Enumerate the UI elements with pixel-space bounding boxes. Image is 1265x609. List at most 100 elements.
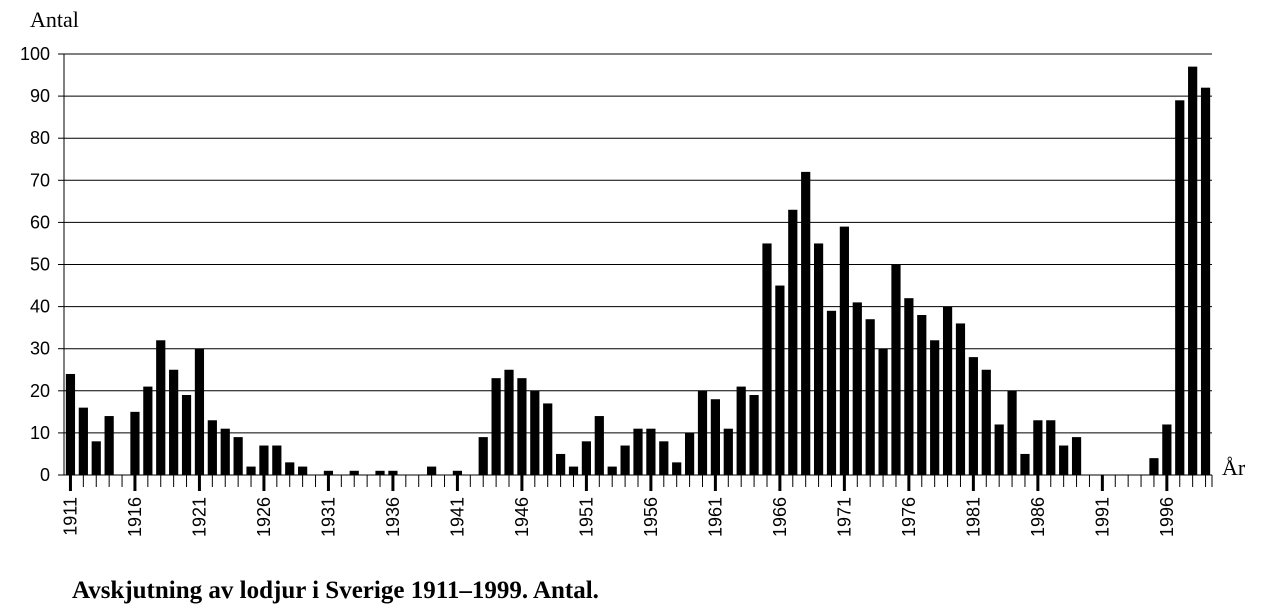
chart-title: Avskjutning av lodjur i Sverige 1911–199… — [72, 577, 599, 604]
bar — [91, 441, 101, 475]
bar — [930, 340, 940, 475]
y-tick-label: 50 — [30, 255, 50, 275]
bar — [169, 369, 179, 475]
bar — [156, 340, 166, 475]
bar — [813, 243, 824, 475]
bar — [104, 416, 114, 475]
x-tick-label: 1941 — [447, 497, 467, 537]
bar — [78, 407, 88, 475]
bar — [272, 445, 282, 475]
y-tick-label: 0 — [40, 465, 50, 485]
x-tick-label: 1946 — [512, 497, 532, 537]
bar — [865, 319, 875, 475]
x-tick-label: 1916 — [125, 497, 145, 537]
bar — [878, 348, 888, 475]
bar — [594, 416, 604, 475]
bar — [207, 420, 217, 475]
bar — [1188, 66, 1198, 475]
y-tick-label: 40 — [30, 297, 50, 317]
bar — [298, 466, 308, 475]
bar — [530, 390, 540, 475]
bar — [491, 378, 501, 475]
bar — [942, 306, 953, 475]
y-tick-label: 80 — [30, 128, 50, 148]
bar — [1175, 100, 1185, 475]
bar — [568, 466, 579, 475]
bar — [504, 369, 514, 475]
bar — [697, 390, 708, 475]
x-tick-label: 1921 — [189, 497, 209, 537]
x-tick-label: 1911 — [60, 497, 80, 536]
bar — [955, 323, 966, 475]
bar — [259, 445, 269, 475]
y-tick-label: 90 — [30, 86, 50, 106]
bar — [646, 428, 656, 475]
x-tick-label: 1976 — [899, 497, 919, 537]
bar — [1071, 437, 1082, 475]
x-tick-label: 1931 — [318, 497, 338, 537]
bar — [375, 470, 385, 475]
bar — [968, 357, 978, 475]
bar — [556, 453, 566, 475]
x-tick-label: 1971 — [834, 497, 854, 537]
bar — [826, 310, 837, 475]
bar — [388, 470, 398, 475]
bar — [543, 403, 553, 475]
bar — [684, 432, 695, 475]
bar — [233, 437, 243, 475]
bar — [788, 209, 798, 475]
bar — [749, 395, 759, 475]
x-tick-label: 1966 — [770, 497, 790, 537]
x-axis-label: År — [1222, 455, 1246, 480]
y-tick-label: 70 — [30, 170, 50, 190]
y-tick-label: 10 — [30, 423, 50, 443]
bar — [710, 399, 720, 475]
bar — [246, 466, 256, 475]
y-tick-label: 30 — [30, 339, 50, 359]
bar — [917, 315, 927, 475]
bar — [1033, 420, 1043, 475]
bar — [762, 243, 772, 475]
bar — [852, 302, 862, 475]
x-tick-label: 1986 — [1028, 497, 1048, 537]
bar — [801, 171, 811, 475]
bar — [672, 462, 682, 475]
bar — [349, 470, 359, 475]
y-tick-label: 60 — [30, 212, 50, 232]
bar — [775, 285, 785, 475]
x-tick-label: 1981 — [963, 497, 983, 537]
bar — [1046, 420, 1056, 475]
bar — [130, 411, 140, 475]
bar — [65, 373, 76, 475]
bar — [1200, 87, 1211, 476]
bar — [620, 445, 630, 475]
bar — [220, 428, 230, 475]
bar — [478, 437, 488, 475]
bar — [517, 378, 527, 475]
bar — [452, 470, 463, 475]
x-tick-label: 1956 — [641, 497, 661, 537]
bar — [904, 298, 914, 475]
x-tick-label: 1991 — [1092, 497, 1112, 537]
bar — [633, 428, 643, 475]
bar — [839, 226, 849, 475]
bar — [323, 470, 334, 475]
bar — [659, 441, 669, 475]
bar — [1162, 424, 1172, 475]
bar — [181, 395, 192, 475]
bar — [1020, 453, 1030, 475]
x-tick-label: 1951 — [576, 497, 596, 537]
bar — [427, 466, 437, 475]
bar — [736, 386, 746, 475]
x-tick-label: 1936 — [383, 497, 403, 537]
bar — [723, 428, 733, 475]
bar — [285, 462, 295, 475]
bar — [1149, 458, 1159, 475]
x-tick-label: 1961 — [705, 497, 725, 537]
x-tick-label: 1996 — [1157, 497, 1177, 537]
bar — [891, 264, 901, 475]
bar — [607, 466, 617, 475]
bar — [1007, 390, 1017, 475]
x-tick-label: 1926 — [254, 497, 274, 537]
